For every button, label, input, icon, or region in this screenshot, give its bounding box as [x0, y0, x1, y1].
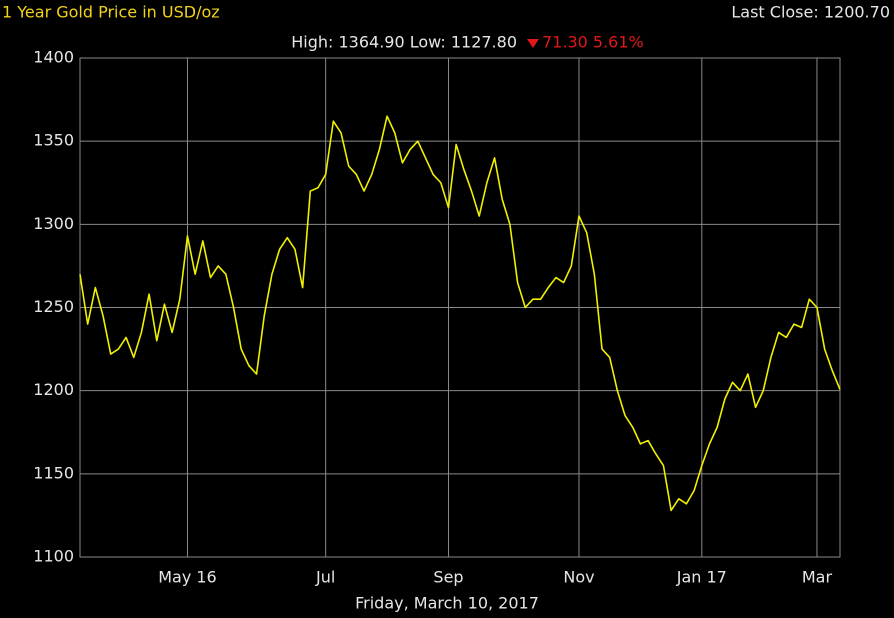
x-tick-label: Mar	[802, 568, 833, 587]
stats: High: 1364.90 Low: 1127.80	[291, 33, 517, 52]
chart-title: 1 Year Gold Price in USD/oz	[2, 3, 220, 22]
x-tick-label: Jan 17	[676, 568, 727, 587]
last-close: Last Close: 1200.70	[731, 3, 890, 22]
y-tick-label: 1200	[33, 380, 74, 399]
y-tick-label: 1400	[33, 48, 74, 67]
y-tick-label: 1150	[33, 463, 74, 482]
down-arrow	[527, 39, 539, 48]
x-tick-label: May 16	[158, 568, 217, 587]
x-tick-label: Jul	[315, 568, 335, 587]
y-tick-label: 1100	[33, 547, 74, 566]
date-footer: Friday, March 10, 2017	[355, 594, 539, 613]
price-line	[79, 115, 841, 512]
y-tick-label: 1250	[33, 297, 74, 316]
change: 71.30 5.61%	[542, 33, 644, 52]
y-tick-label: 1300	[33, 214, 74, 233]
y-tick-label: 1350	[33, 131, 74, 150]
x-tick-label: Nov	[563, 568, 594, 587]
x-tick-label: Sep	[433, 568, 463, 587]
